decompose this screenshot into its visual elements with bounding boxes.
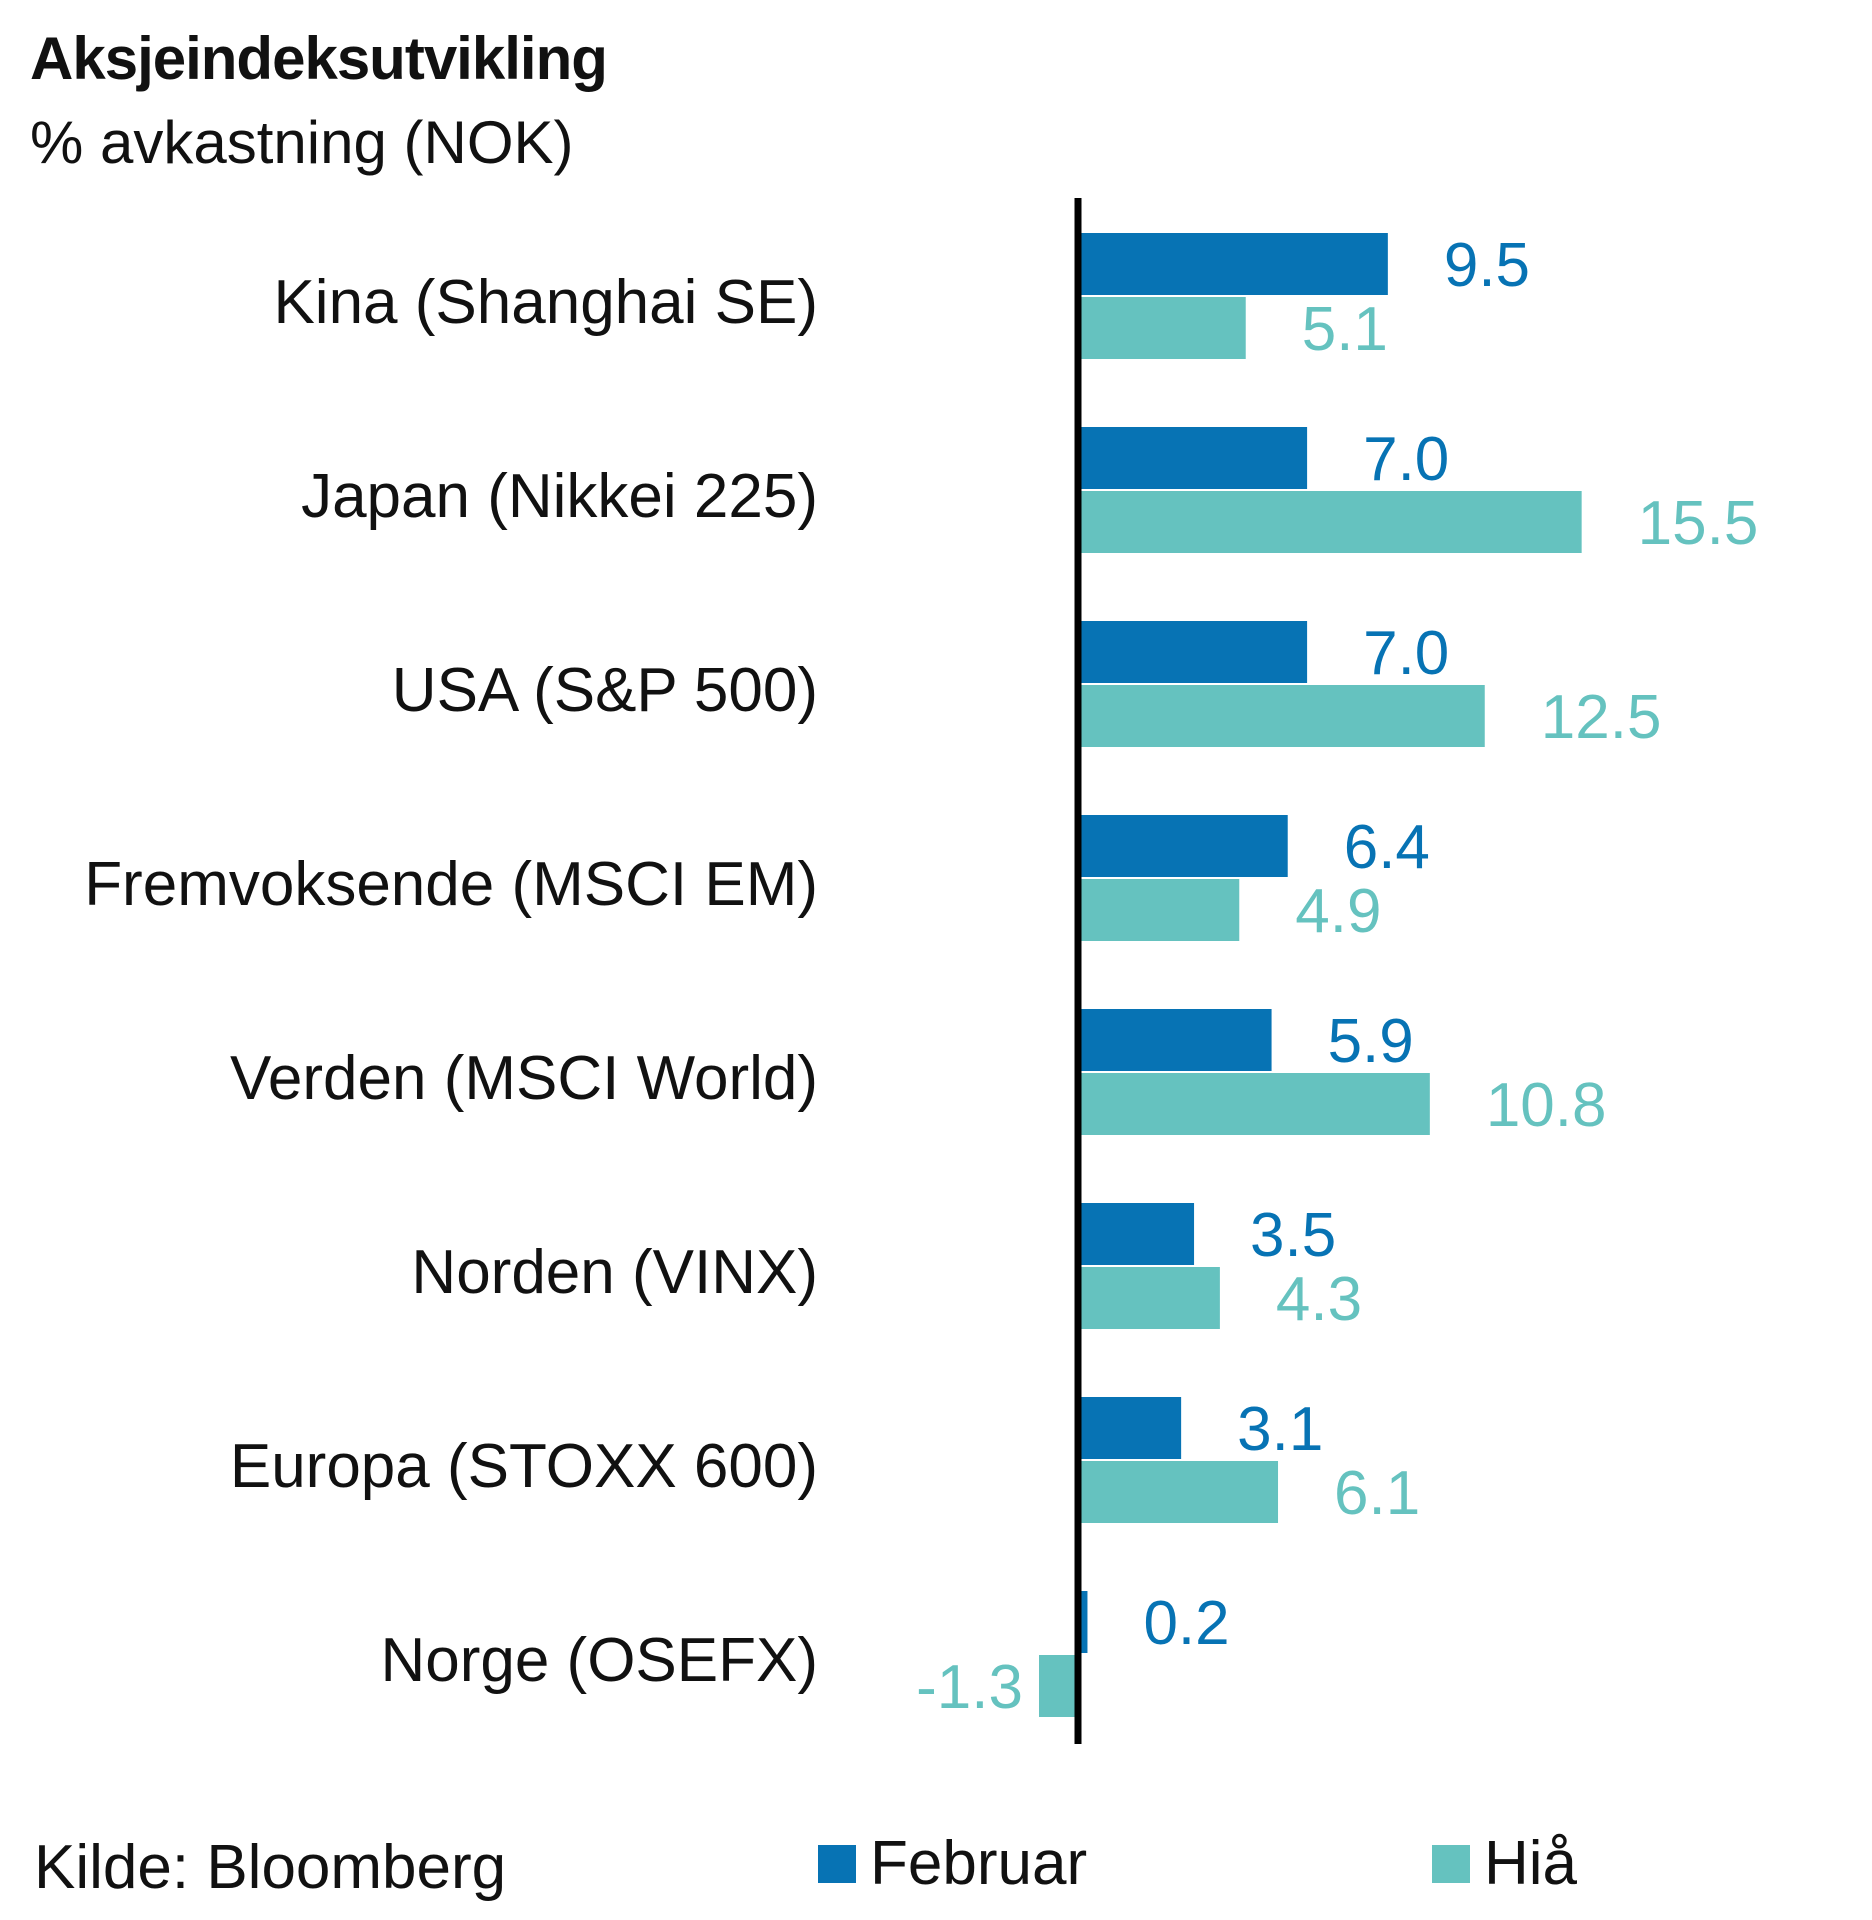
- category-label: Norge (OSEFX): [380, 1626, 818, 1695]
- bar-hia: [1081, 491, 1582, 553]
- data-label-hia: 4.9: [1295, 877, 1381, 946]
- bar-februar: [1081, 1203, 1195, 1265]
- legend-item-februar: Februar: [818, 1828, 1087, 1899]
- legend-label-februar: Februar: [870, 1829, 1088, 1898]
- data-label-hia: 5.1: [1302, 295, 1388, 364]
- data-label-hia: 15.5: [1638, 489, 1759, 558]
- source-note: Kilde: Bloomberg: [34, 1833, 507, 1902]
- bar-februar: [1081, 621, 1308, 683]
- category-label: Verden (MSCI World): [230, 1044, 818, 1113]
- data-label-februar: 9.5: [1444, 231, 1530, 300]
- data-label-hia: 10.8: [1486, 1071, 1607, 1140]
- data-label-hia: 4.3: [1276, 1265, 1362, 1334]
- bar-chart: Kina (Shanghai SE) 9.5 5.1 Japan (Nikkei 22…: [84, 198, 1759, 1744]
- category-label: USA (S&P 500): [392, 656, 818, 725]
- data-label-hia: 12.5: [1541, 683, 1662, 752]
- bar-februar: [1081, 1397, 1182, 1459]
- category-label: Japan (Nikkei 225): [301, 462, 818, 531]
- legend-label-hia: Hiå: [1484, 1829, 1578, 1898]
- legend-item-hia: Hiå: [1432, 1828, 1577, 1899]
- bar-hia: [1081, 297, 1246, 359]
- chart-title: Aksjeindeksutvikling: [30, 25, 608, 92]
- bar-hia: [1039, 1655, 1081, 1717]
- data-label-februar: 3.1: [1237, 1395, 1323, 1464]
- bar-februar: [1081, 815, 1288, 877]
- data-label-februar: 7.0: [1363, 619, 1449, 688]
- bar-hia: [1081, 685, 1485, 747]
- bar-hia: [1081, 1461, 1279, 1523]
- bar-hia: [1081, 1073, 1430, 1135]
- data-label-februar: 5.9: [1328, 1007, 1414, 1076]
- category-label: Norden (VINX): [411, 1238, 818, 1307]
- legend-swatch-februar: [818, 1844, 856, 1883]
- data-label-februar: 7.0: [1363, 425, 1449, 494]
- data-label-hia: -1.3: [916, 1653, 1023, 1722]
- data-label-hia: 6.1: [1334, 1459, 1420, 1528]
- legend-swatch-hia: [1432, 1844, 1470, 1883]
- category-label: Europa (STOXX 600): [230, 1432, 818, 1501]
- data-label-februar: 3.5: [1250, 1201, 1336, 1270]
- bar-februar: [1081, 427, 1308, 489]
- bar-februar: [1081, 1591, 1088, 1653]
- bar-hia: [1081, 879, 1240, 941]
- bar-februar: [1081, 233, 1388, 295]
- chart-subtitle: % avkastning (NOK): [30, 109, 574, 176]
- bar-februar: [1081, 1009, 1272, 1071]
- category-label: Fremvoksende (MSCI EM): [84, 850, 818, 919]
- bar-hia: [1081, 1267, 1220, 1329]
- data-label-februar: 0.2: [1143, 1589, 1229, 1658]
- data-label-februar: 6.4: [1344, 813, 1430, 882]
- category-label: Kina (Shanghai SE): [273, 268, 818, 337]
